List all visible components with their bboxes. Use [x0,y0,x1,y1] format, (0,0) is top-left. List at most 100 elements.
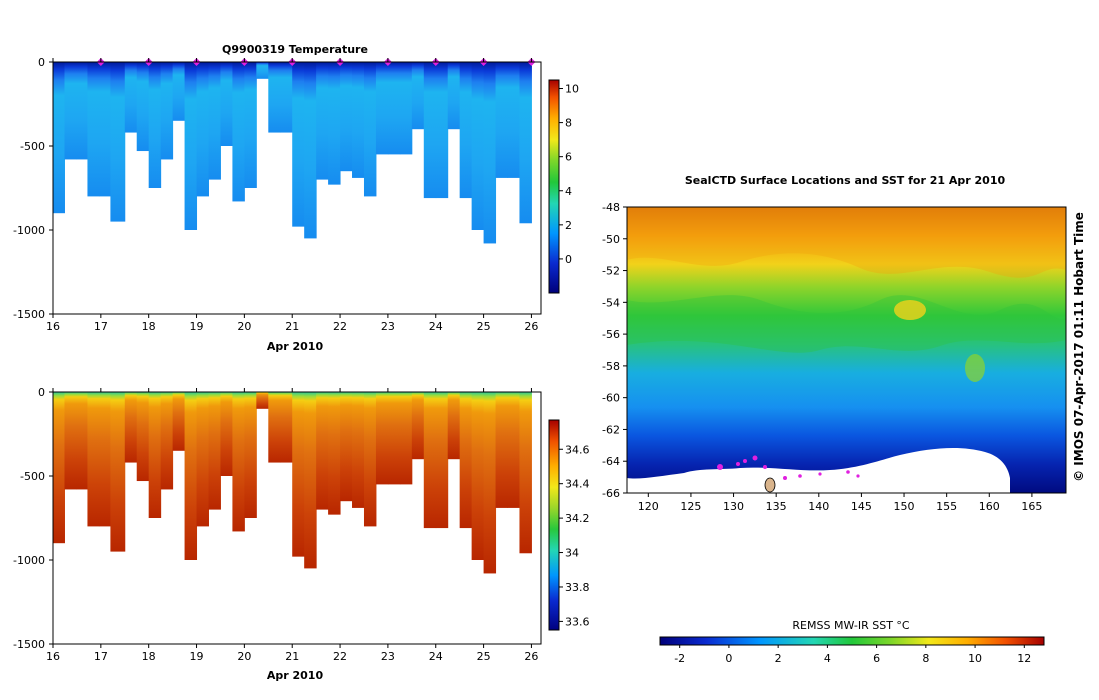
profile-column [471,62,485,230]
profile-column [399,62,413,155]
y-tick-label: -1000 [13,224,45,237]
profile-column [110,392,126,552]
x-tick-label: 24 [429,320,443,333]
colorbar-tick-label: 6 [873,652,880,665]
profile-column [447,62,461,130]
profile-column [172,62,186,121]
profile-column [124,62,138,133]
colorbar-tick-label: 0 [725,652,732,665]
profile-column [268,392,281,463]
temperature-colorbar [548,79,560,294]
x-tick-label: 18 [142,320,156,333]
x-tick-label: 16 [46,320,60,333]
profile-column [471,392,485,560]
profile-column [352,62,365,178]
colorbar-tick-label: 6 [565,151,572,164]
y-tick-label: -1000 [13,554,45,567]
profile-column [184,62,198,230]
profile-column [172,392,186,451]
seal-ctd-locations [717,455,860,480]
profile-column [64,392,77,490]
profile-column [363,392,377,527]
profile-column [232,62,245,202]
profile-column [160,392,174,490]
lon-tick-label: 135 [766,500,787,513]
profile-column [87,62,100,197]
profile-column [459,62,473,199]
y-tick-label: -1500 [13,308,45,321]
lon-tick-label: 130 [723,500,744,513]
x-tick-label: 25 [477,320,491,333]
colorbar-tick-label: 4 [824,652,831,665]
salinity-plot-frame [52,391,542,645]
colorbar-tick-label: 8 [565,117,572,130]
profile-column [110,62,126,222]
profile-column [316,62,329,180]
x-tick-label: 20 [237,320,251,333]
profile-column [268,62,281,133]
profile-column [423,392,437,529]
x-tick-label: 25 [477,650,491,663]
sst-map-title: SealCTD Surface Locations and SST for 21… [685,174,1006,187]
x-tick-label: 26 [524,320,538,333]
profile-column [447,392,461,460]
colorbar-tick-label: -2 [674,652,685,665]
salinity-xlabel: Apr 2010 [267,669,324,682]
x-tick-label: 17 [94,650,108,663]
colorbar-tick-label: 4 [565,185,572,198]
profile-column [148,392,162,518]
colorbar-tick-label: 34 [565,547,579,560]
profile-column [459,392,473,529]
profile-column [87,392,100,527]
lat-tick-label: -58 [602,360,620,373]
colorbar-tick-label: 10 [968,652,982,665]
profile-column [340,62,353,172]
colorbar-tick-label: 34.4 [565,478,590,491]
sst-colorbar-ticks: -2 0 2 4 6 8 10 12 [674,645,1031,665]
x-tick-label: 22 [333,650,347,663]
profile-column [196,392,209,527]
x-tick-label: 17 [94,320,108,333]
sst-field [627,207,1066,493]
profile-column [435,62,449,199]
x-tick-label: 23 [381,650,395,663]
colorbar-tick-label: 34.2 [565,512,590,525]
y-tick-label: 0 [38,386,45,399]
x-tick-label: 22 [333,320,347,333]
lon-tick-label: 120 [638,500,659,513]
profile-column [519,62,532,224]
temperature-panel: Q9900319 Temperature 16 17 18 19 20 21 22 23 24 2… [13,43,579,353]
colorbar-tick-label: 33.8 [565,581,590,594]
profile-column [387,392,401,485]
profile-column [98,62,111,197]
profile-column [53,62,65,214]
profile-column [244,392,257,518]
sst-colorbar [659,636,1045,646]
profile-column [495,62,509,178]
salinity-axes: 16 17 18 19 20 21 22 23 24 25 26 0 -500 -1000 -1500 [13,386,538,663]
colorbar-tick-label: 8 [922,652,929,665]
x-tick-label: 26 [524,650,538,663]
lat-tick-label: -56 [602,328,620,341]
x-tick-label: 23 [381,320,395,333]
colorbar-tick-label: 2 [565,219,572,232]
green-front-region [627,295,1066,353]
profile-column [328,392,341,515]
profile-column [75,392,88,490]
profile-column [220,62,233,146]
x-tick-label: 16 [46,650,60,663]
lat-tick-label: -54 [602,296,620,309]
y-tick-label: -500 [20,470,45,483]
y-tick-label: -500 [20,140,45,153]
profile-column [375,392,389,485]
profile-column [483,392,497,574]
profile-column [387,62,401,155]
profile-column [316,392,329,510]
profile-column [292,62,305,227]
sst-map-frame [626,206,1067,494]
warm-water-region [627,207,1066,278]
profile-column [483,62,497,244]
profile-column [196,62,209,197]
profile-column [352,392,365,508]
